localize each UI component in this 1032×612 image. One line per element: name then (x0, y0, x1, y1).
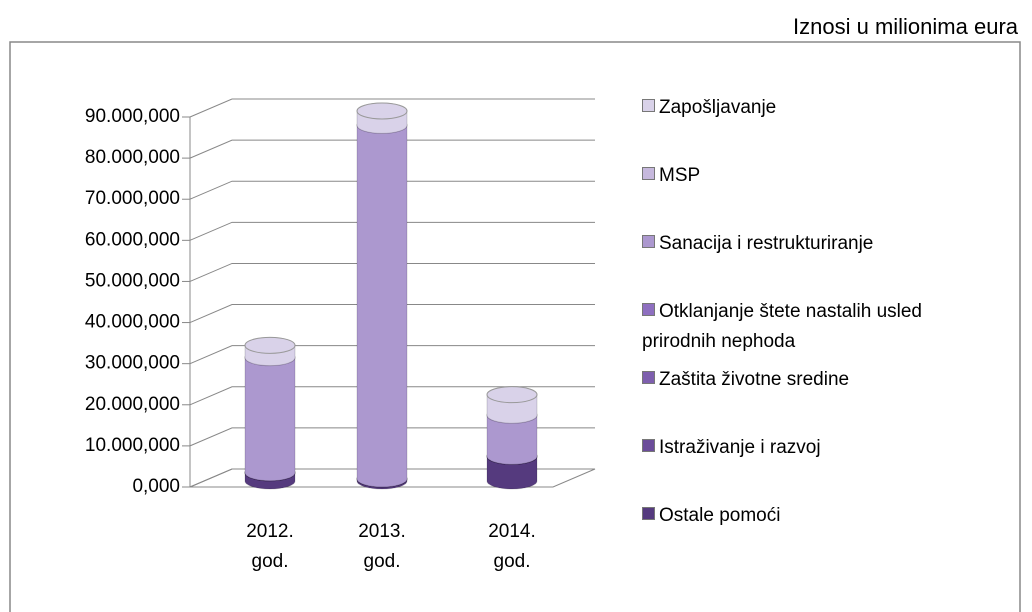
bar-segment (356, 116, 408, 488)
grid-line (189, 221, 595, 241)
grid-line (189, 345, 595, 365)
y-tick-label: 70.000,000 (85, 188, 180, 209)
grid-line (189, 180, 595, 200)
grid-line (189, 427, 595, 447)
grid-line (189, 139, 595, 159)
legend-label: Istraživanje i razvoj (659, 437, 821, 458)
y-tick-label: 60.000,000 (85, 229, 180, 250)
legend-entry: Otklanjanje štete nastalih usled prirodn… (642, 297, 962, 357)
legend-swatch (642, 507, 655, 520)
legend-entry: Sanacija i restrukturiranje (642, 229, 962, 259)
frame (9, 41, 1021, 612)
annotation: Iznosi u milionima eura (793, 14, 1018, 39)
y-tick-label: 20.000,000 (85, 394, 180, 415)
y-tick-label: 90.000,000 (85, 106, 180, 127)
y-tick-label: 30.000,000 (85, 353, 180, 374)
legend-entry: Ostale pomoći (642, 501, 962, 531)
legend-swatch (642, 235, 655, 248)
x-tick-label: 2012. god. (246, 521, 294, 572)
y-tick-label: 0,000 (132, 476, 180, 497)
legend-label: Ostale pomoći (659, 505, 781, 526)
legend-swatch (642, 167, 655, 180)
legend-swatch (642, 99, 655, 112)
grid-line (189, 468, 595, 488)
x-tick-label: 2013. god. (358, 521, 406, 572)
legend-entry: Zaštita životne sredine (642, 365, 962, 395)
grid-line (189, 386, 595, 406)
grid-line (189, 98, 595, 118)
legend-entry: Zapošljavanje (642, 93, 962, 123)
y-tick-label: 40.000,000 (85, 312, 180, 333)
legend-swatch (642, 439, 655, 452)
grid-line (189, 304, 595, 324)
bar-cap (486, 386, 538, 404)
y-tick-label: 80.000,000 (85, 147, 180, 168)
bar-cap (356, 102, 408, 120)
legend-label: Zapošljavanje (659, 97, 777, 118)
legend-label: MSP (659, 165, 701, 186)
legend-label: Zaštita životne sredine (659, 369, 850, 390)
bar-segment (244, 349, 296, 482)
legend-entry: MSP (642, 161, 962, 191)
y-tick-label: 10.000,000 (85, 435, 180, 456)
x-tick-label: 2014. god. (488, 521, 536, 572)
legend-label: Otklanjanje štete nastalih usled prirodn… (642, 301, 922, 352)
legend-swatch (642, 303, 655, 316)
y-tick-label: 50.000,000 (85, 270, 180, 291)
legend-swatch (642, 371, 655, 384)
legend-entry: Istraživanje i razvoj (642, 433, 962, 463)
grid-line (189, 262, 595, 282)
legend-label: Sanacija i restrukturiranje (659, 233, 874, 254)
bar-cap (244, 336, 296, 354)
